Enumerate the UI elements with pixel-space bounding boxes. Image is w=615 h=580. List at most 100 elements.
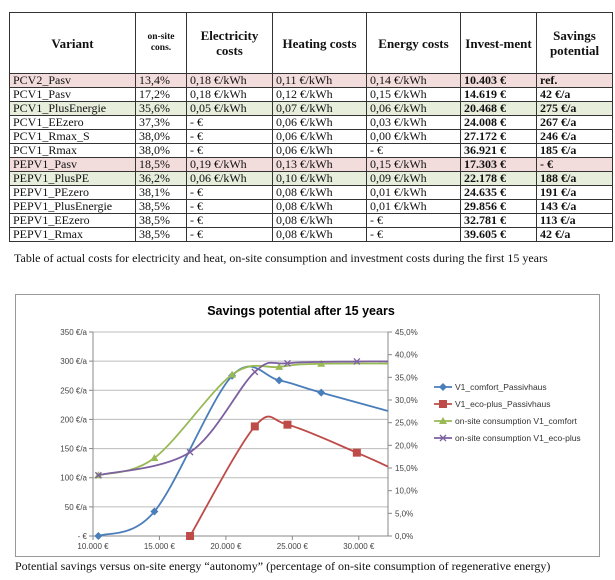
legend-label: on-site consumption V1_eco-plus — [455, 433, 581, 443]
cell-elec: 0,18 €/kWh — [186, 73, 273, 88]
cell-heat: 0,06 €/kWh — [272, 129, 367, 144]
cell-invest: 29.856 € — [460, 199, 537, 214]
y-left-tick-label: 150 €/a — [60, 445, 87, 454]
cell-energy: 0,14 €/kWh — [366, 73, 461, 88]
cell-variant: PCV1_Pasv — [9, 87, 136, 102]
cell-variant: PEPV1_Pasv — [9, 157, 136, 172]
cell-elec: 0,19 €/kWh — [186, 157, 273, 172]
data-point — [275, 362, 284, 370]
data-point — [150, 454, 159, 462]
cell-savings: 42 €/a — [536, 227, 613, 242]
cell-elec: 0,06 €/kWh — [186, 171, 273, 186]
data-point — [439, 417, 447, 424]
y-right-tick-label: 40,0% — [395, 351, 418, 360]
series-line — [189, 415, 388, 537]
header-savings: Savings potential — [536, 12, 613, 74]
cell-energy: 0,00 €/kWh — [366, 129, 461, 144]
data-point — [317, 388, 326, 397]
cell-onsite: 38,5% — [135, 213, 187, 228]
cell-variant: PCV1_PlusEnergie — [9, 101, 136, 116]
cell-savings: 267 €/a — [536, 115, 613, 130]
x-tick-label: 30.000 € — [343, 542, 375, 551]
cell-onsite: 13,4% — [135, 73, 187, 88]
cell-energy: - € — [366, 213, 461, 228]
table-row: PEPV1_Rmax 38,5% - €0,08 €/kWh - €39.605 €4… — [9, 227, 613, 242]
data-point — [186, 448, 194, 456]
y-left-tick-label: 100 €/a — [60, 474, 87, 483]
cell-savings: - € — [536, 157, 613, 172]
cell-variant: PCV2_Pasv — [9, 73, 136, 88]
cell-energy: - € — [366, 227, 461, 242]
cell-invest: 10.403 € — [460, 73, 537, 88]
cell-energy: 0,03 €/kWh — [366, 115, 461, 130]
cell-variant: PEPV1_PlusEnergie — [9, 199, 136, 214]
cell-heat: 0,12 €/kWh — [272, 87, 367, 102]
cell-heat: 0,07 €/kWh — [272, 101, 367, 116]
cell-energy: 0,09 €/kWh — [366, 171, 461, 186]
data-point — [439, 434, 447, 442]
header-variant: Variant — [9, 12, 136, 74]
data-point — [352, 448, 361, 457]
table-row: PCV2_Pasv 13,4% 0,18 €/kWh 0,11 €/kWh 0,14 €… — [9, 73, 613, 88]
cell-invest: 14.619 € — [460, 87, 537, 102]
data-point — [94, 471, 102, 479]
header-energy: Energy costs — [366, 12, 461, 74]
data-point — [94, 532, 103, 540]
chart-frame: Savings potential after 15 years - € 50 €… — [15, 294, 600, 557]
cell-invest: 24.635 € — [460, 185, 537, 200]
series-3 — [94, 358, 388, 479]
chart-caption: Potential savings versus on-site energy … — [15, 559, 551, 573]
table-row: PEPV1_Pasv 18,5% 0,19 €/kWh 0,13 €/kWh 0,15 … — [9, 157, 613, 172]
y-right-tick-label: 45,0% — [395, 328, 418, 337]
y-left-tick-label: - € — [78, 532, 88, 541]
x-tick-label: 25.000 € — [277, 542, 309, 551]
data-point — [317, 359, 326, 367]
table-row: PEPV1_PlusEnergie 38,5% - €0,08 €/kWh 0,01 … — [9, 199, 613, 214]
y-left-tick-label: 250 €/a — [60, 386, 87, 395]
cell-elec: - € — [186, 199, 273, 214]
data-point — [439, 383, 447, 391]
table-row: PCV1_Rmax 38,0% - €0,06 €/kWh - €36.921 €18… — [9, 143, 613, 158]
cell-savings: 42 €/a — [536, 87, 613, 102]
cell-variant: PCV1_EEzero — [9, 115, 136, 130]
cell-elec: - € — [186, 143, 273, 158]
legend-label: V1_comfort_Passivhaus — [455, 382, 547, 392]
cell-variant: PEPV1_EEzero — [9, 213, 136, 228]
cell-onsite: 38,5% — [135, 199, 187, 214]
cell-onsite: 38,1% — [135, 185, 187, 200]
cell-savings: 185 €/a — [536, 143, 613, 158]
table-header-row: Variant on-site cons. Electricity costs … — [9, 12, 613, 74]
y-right-tick-label: 0,0% — [395, 532, 413, 541]
cell-onsite: 18,5% — [135, 157, 187, 172]
cell-energy: - € — [366, 143, 461, 158]
legend-label: on-site consumption V1_comfort — [455, 416, 578, 426]
table-row: PEPV1_PlusPE 36,2% 0,06 €/kWh 0,10 €/kWh 0,0… — [9, 171, 613, 186]
cell-energy: 0,15 €/kWh — [366, 157, 461, 172]
cell-invest: 17.303 € — [460, 157, 537, 172]
data-point — [150, 507, 159, 516]
data-point — [283, 420, 292, 429]
cell-energy: 0,06 €/kWh — [366, 101, 461, 116]
cell-invest: 22.178 € — [460, 171, 537, 186]
cell-elec: - € — [186, 213, 273, 228]
table-row: PEPV1_EEzero 38,5% - €0,08 €/kWh - €32.781 … — [9, 213, 613, 228]
cell-elec: 0,05 €/kWh — [186, 101, 273, 116]
cell-heat: 0,10 €/kWh — [272, 171, 367, 186]
cell-elec: - € — [186, 115, 273, 130]
data-point — [284, 359, 291, 367]
y-right-tick-label: 20,0% — [395, 441, 418, 450]
cell-energy: 0,01 €/kWh — [366, 185, 461, 200]
cell-invest: 27.172 € — [460, 129, 537, 144]
cell-heat: 0,08 €/kWh — [272, 227, 367, 242]
y-right-tick-label: 5,0% — [395, 509, 413, 518]
cell-onsite: 35,6% — [135, 101, 187, 116]
y-right-tick-label: 10,0% — [395, 487, 418, 496]
cell-onsite: 38,0% — [135, 129, 187, 144]
chart-title: Savings potential after 15 years — [207, 304, 395, 318]
cell-elec: - € — [186, 185, 273, 200]
header-invest: Invest-ment — [460, 12, 537, 74]
cell-heat: 0,11 €/kWh — [272, 73, 367, 88]
cell-savings: 143 €/a — [536, 199, 613, 214]
series-1 — [186, 415, 388, 540]
x-tick-label: 20.000 € — [210, 542, 242, 551]
